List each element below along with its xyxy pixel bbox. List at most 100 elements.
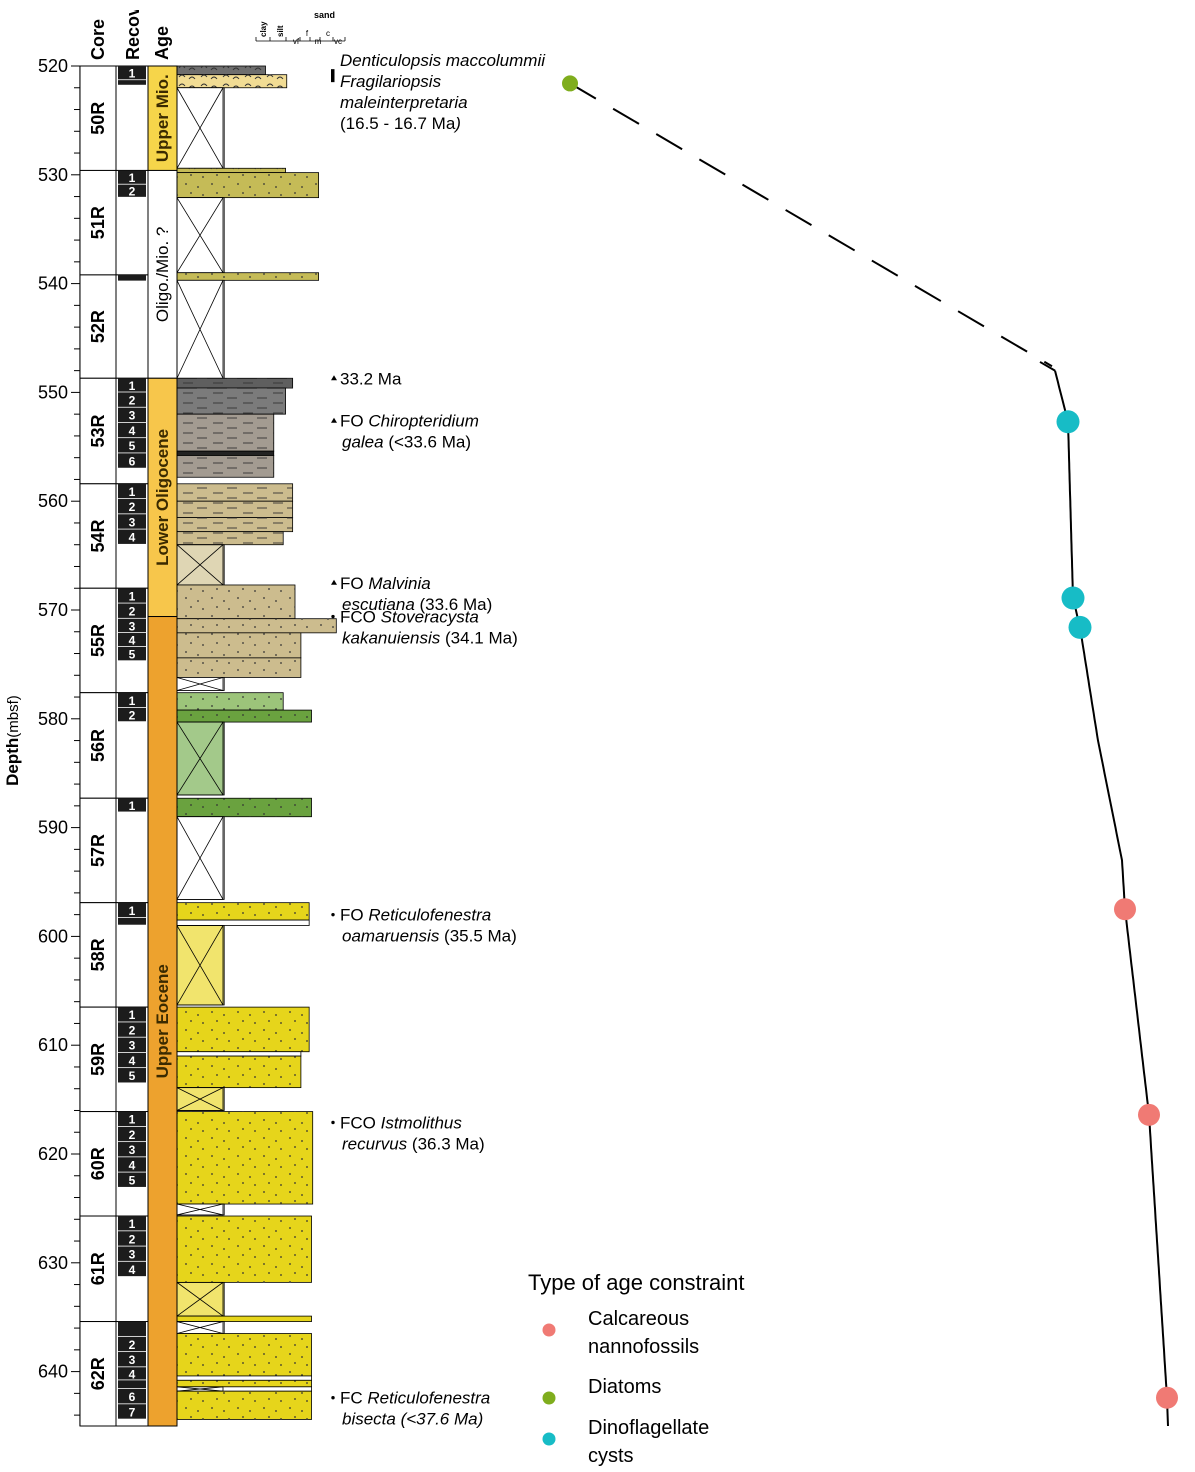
section-number: 3 bbox=[129, 1039, 136, 1053]
section-number: 6 bbox=[129, 454, 136, 468]
section-number: 4 bbox=[129, 1367, 136, 1381]
section-block bbox=[118, 392, 146, 407]
core-label: 60R bbox=[88, 1147, 108, 1180]
biostrat-events: Denticulopsis maccolummii Fragilariopsis m… bbox=[331, 51, 546, 1429]
section-block bbox=[118, 798, 146, 812]
event-text-line: (16.5 - 16.7 Ma) bbox=[340, 114, 461, 133]
age-column-header: Age bbox=[152, 26, 172, 60]
section-block bbox=[118, 1037, 146, 1053]
no-recovery-cross bbox=[176, 816, 224, 900]
legend-label: Calcareous bbox=[588, 1308, 689, 1330]
depth-tick-label: 630 bbox=[38, 1253, 68, 1273]
depth-tick-label: 620 bbox=[38, 1144, 68, 1164]
lithology-pattern bbox=[177, 501, 293, 518]
section-number: 7 bbox=[129, 1405, 136, 1419]
event-text-segment: Istmolithus bbox=[381, 1113, 463, 1132]
lithology-pattern bbox=[177, 172, 319, 198]
recovery-sections: 1121234561234123451211123451234512342346… bbox=[118, 66, 146, 1419]
event-text-segment: bisecta (<37.6 Ma) bbox=[342, 1410, 483, 1429]
section-block bbox=[118, 692, 146, 708]
depth-tick-label: 640 bbox=[38, 1362, 68, 1382]
age-unit-label: Upper Mio. bbox=[153, 74, 172, 162]
lithology-pattern bbox=[177, 618, 337, 633]
age-unit-label: Upper Eocene bbox=[153, 964, 172, 1078]
section-block bbox=[118, 184, 146, 197]
age-point-dinoflagellate bbox=[1061, 586, 1085, 610]
event-text-line: Denticulopsis maccolummii bbox=[340, 51, 546, 70]
section-block bbox=[118, 1367, 146, 1380]
core-box bbox=[79, 65, 117, 171]
section-block bbox=[118, 707, 146, 722]
event-text-segment: Reticulofenestra bbox=[368, 906, 491, 925]
core-label: 51R bbox=[88, 206, 108, 239]
section-block bbox=[118, 1111, 146, 1126]
event-text-segment: Reticulofenestra bbox=[367, 1389, 490, 1408]
no-recovery-cross bbox=[176, 721, 224, 796]
section-block bbox=[118, 438, 146, 453]
header-clip-mask bbox=[120, 0, 148, 10]
section-number: 1 bbox=[129, 694, 136, 708]
event-text-line: escutiana (33.6 Ma) bbox=[342, 595, 492, 614]
section-block bbox=[118, 1336, 146, 1352]
depth-tick-label: 610 bbox=[38, 1035, 68, 1055]
section-number: 2 bbox=[129, 500, 136, 514]
section-number: 5 bbox=[129, 1174, 136, 1188]
section-number: 3 bbox=[129, 409, 136, 423]
event-text-line: Fragilariopsis bbox=[340, 72, 442, 91]
lithology-pattern bbox=[177, 483, 293, 502]
lithology-pattern bbox=[177, 1056, 301, 1088]
core-box bbox=[79, 169, 117, 276]
age-point-dinoflagellate bbox=[1068, 615, 1092, 639]
event-dot-marker bbox=[331, 614, 335, 619]
grain-label-vc: vc bbox=[334, 37, 342, 46]
event-text-segment: FO bbox=[340, 412, 368, 431]
core-box bbox=[79, 1321, 117, 1427]
recovery-column-header: Recovery bbox=[123, 0, 143, 60]
legend-swatch-dinoflagellate bbox=[542, 1432, 556, 1446]
section-block bbox=[118, 1068, 146, 1083]
lithology-pattern bbox=[177, 1333, 312, 1376]
core-label: 56R bbox=[88, 729, 108, 762]
section-block bbox=[118, 1216, 146, 1231]
event-text-segment: Malvinia bbox=[368, 574, 430, 593]
event-text-segment: FCO bbox=[340, 608, 381, 627]
no-recovery-cross bbox=[176, 1203, 224, 1216]
section-number: 4 bbox=[129, 531, 136, 545]
section-block bbox=[118, 378, 146, 392]
lithology-pattern bbox=[177, 388, 286, 415]
section-number: 1 bbox=[129, 1008, 136, 1022]
core-label: 52R bbox=[88, 310, 108, 343]
age-constraint-points bbox=[562, 75, 1178, 1409]
no-recovery-cross bbox=[176, 197, 224, 273]
event-text-segment: (16.5 - 16.7 Ma bbox=[340, 114, 456, 133]
section-number: 5 bbox=[129, 1069, 136, 1083]
core-label: 53R bbox=[88, 415, 108, 448]
section-block bbox=[118, 1380, 146, 1389]
depth-tick-label: 570 bbox=[38, 600, 68, 620]
section-block bbox=[118, 632, 146, 647]
no-recovery-cross bbox=[176, 87, 224, 169]
age-unit-label: Oligo./Mio. ? bbox=[153, 227, 172, 322]
event-text-line: bisecta (<37.6 Ma) bbox=[342, 1410, 483, 1429]
lithology-bed bbox=[176, 450, 275, 456]
grain-label-f: f bbox=[306, 29, 309, 38]
lithology-pattern bbox=[177, 517, 293, 532]
lithology-pattern bbox=[177, 657, 301, 678]
section-block bbox=[118, 274, 146, 281]
section-number: 1 bbox=[129, 171, 136, 185]
section-number: 1 bbox=[129, 485, 136, 499]
core-label: 58R bbox=[88, 938, 108, 971]
section-block bbox=[118, 1007, 146, 1022]
section-block bbox=[118, 80, 146, 85]
depth-axis-unit: (mbsf) bbox=[5, 695, 22, 738]
recovery-box bbox=[115, 797, 149, 904]
event-triangle-marker bbox=[331, 375, 337, 381]
section-number: 2 bbox=[129, 1338, 136, 1352]
lithology-pattern bbox=[177, 414, 274, 452]
depth-axis-label: Depth(mbsf) bbox=[3, 695, 22, 786]
core-label: 57R bbox=[88, 834, 108, 867]
lithology-column bbox=[176, 65, 337, 1426]
age-depth-curve bbox=[569, 82, 1169, 1427]
lithology-pattern bbox=[177, 1007, 310, 1052]
